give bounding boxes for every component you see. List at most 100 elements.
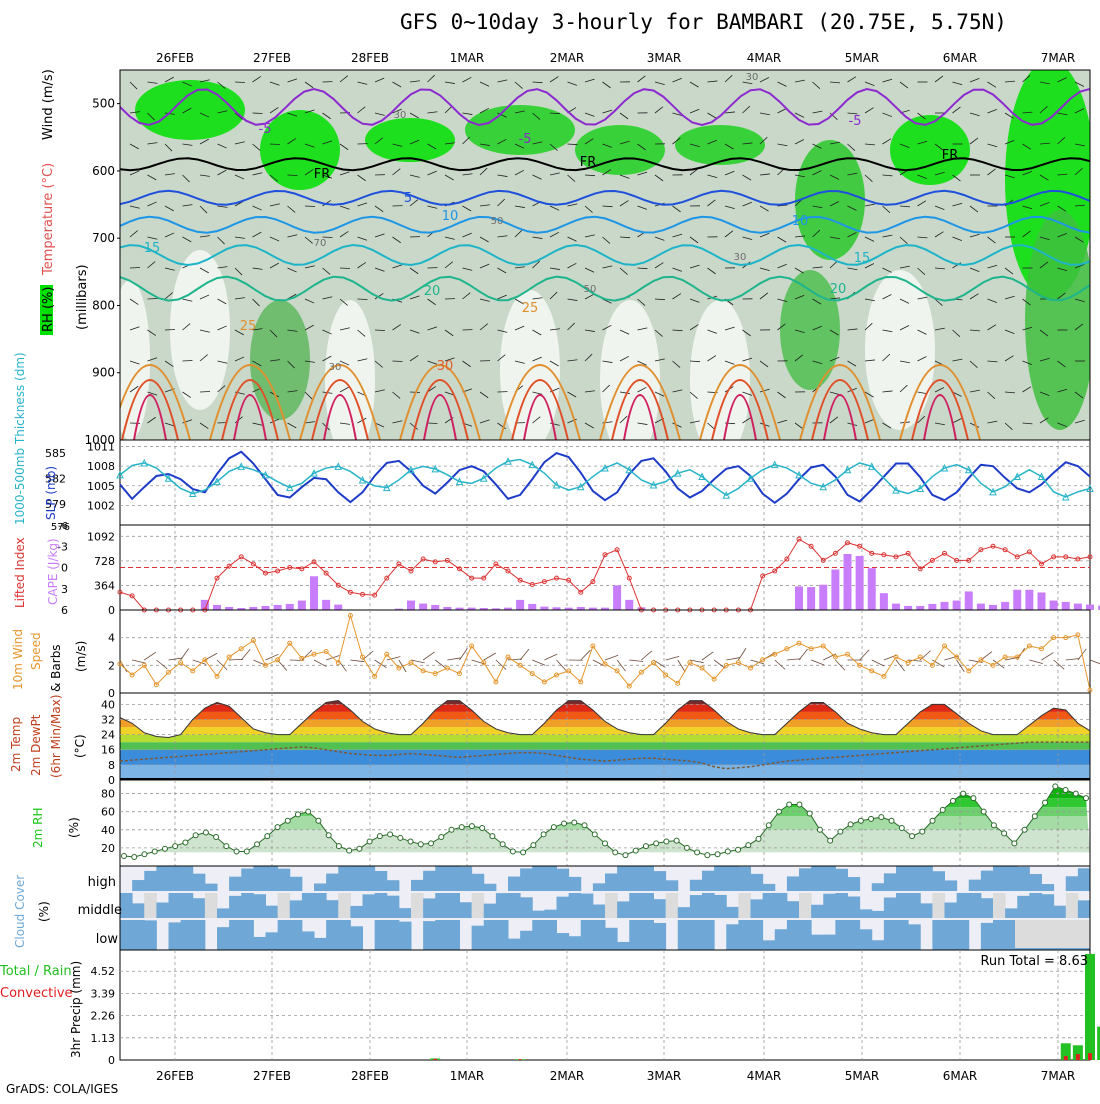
slp-tick: 1002	[87, 499, 115, 512]
cloud-cell	[920, 866, 933, 891]
rh2m-point	[265, 834, 270, 839]
cloud-cell	[472, 926, 485, 950]
rh2m-point	[336, 844, 341, 849]
rh2m-point	[879, 815, 884, 820]
cloud-cell	[993, 893, 1006, 918]
cloud-cell	[811, 866, 824, 891]
cape-bar	[989, 605, 997, 610]
cloud-cell	[132, 903, 145, 918]
precip-convective-bar	[1088, 1053, 1092, 1060]
rh2m-point	[531, 843, 536, 848]
slp-axis-label: SLP (mb)	[44, 466, 58, 520]
wind10m-barb	[423, 652, 434, 660]
precip-convective-bar	[518, 1059, 522, 1060]
cape-bar	[892, 604, 900, 610]
rh2m-point	[817, 827, 822, 832]
cape-bar	[844, 554, 852, 610]
cloud-cell	[884, 873, 897, 891]
cloud-cell	[860, 929, 873, 950]
precip-axis-label: 3hr Precip (mm)	[69, 961, 83, 1058]
thickness-tick: 585	[45, 447, 66, 460]
cape-bar	[322, 600, 330, 610]
date-label-top: 7MAR	[1041, 51, 1076, 65]
rh-label: 30	[746, 72, 759, 83]
cloud-cell	[193, 874, 206, 891]
cloud-cell	[375, 871, 388, 891]
cloud-cell	[823, 894, 836, 918]
wind10m-barb	[229, 659, 243, 660]
li-tick: 6	[61, 604, 68, 617]
cape-bar	[856, 556, 864, 610]
cloud-cell	[387, 880, 400, 891]
cloud-cell	[654, 899, 667, 918]
rh2m-point	[776, 809, 781, 814]
wind10m-frame	[120, 610, 1090, 693]
rh-dry-area	[865, 270, 935, 430]
precip-convective-bar	[433, 1059, 437, 1060]
cloud-cell	[945, 880, 958, 891]
wind-barb	[393, 361, 403, 362]
rh2m-point	[1022, 827, 1027, 832]
cloud-cell	[326, 874, 339, 891]
date-label-bottom: 1MAR	[450, 1069, 485, 1083]
wind10m-axis-label: & Barbs	[49, 644, 63, 692]
rh2m-point	[367, 839, 372, 844]
cape-bar	[1062, 602, 1070, 610]
cloud-cell	[266, 906, 279, 918]
cloud-cell	[872, 940, 885, 950]
cape-bar	[819, 585, 827, 610]
cloud-cell	[375, 920, 388, 950]
isotherm-label: 30	[437, 359, 454, 374]
cloud-cell	[435, 866, 448, 891]
slp-line	[120, 452, 1090, 503]
cloud-cell	[1017, 867, 1030, 891]
rh2m-point	[664, 839, 669, 844]
cloud-cell	[169, 866, 182, 891]
cloud-cell	[193, 898, 206, 918]
rh2m-point	[306, 809, 311, 814]
temp-band	[120, 742, 1090, 750]
cloud-cell	[981, 923, 994, 950]
rh2m-point	[797, 802, 802, 807]
cloud-cell	[775, 893, 788, 918]
wind10m-barb	[678, 660, 685, 672]
cape-bar	[1038, 592, 1046, 610]
cloud-cell	[435, 893, 448, 918]
cloud-cell	[205, 893, 218, 918]
cape-bar	[795, 586, 803, 610]
li-tick: 0	[61, 562, 68, 575]
cloud-cell	[411, 893, 424, 918]
date-label-bottom: 28FEB	[351, 1069, 389, 1083]
wind10m-barb	[1054, 660, 1065, 669]
cape-bar	[516, 600, 524, 610]
cloud-cell	[702, 920, 715, 950]
cloud-cell	[460, 902, 473, 918]
cloud-cell	[763, 893, 776, 918]
cloud-row-label-low: low	[96, 932, 119, 947]
temp-band	[120, 735, 1090, 743]
rh-tick: 60	[101, 806, 115, 819]
cloud-cell	[569, 936, 582, 950]
rh2m-point	[1032, 814, 1037, 819]
cape-tick: 1092	[87, 530, 115, 543]
cloud-cell	[726, 907, 739, 918]
cloud-cell	[278, 893, 291, 918]
cape-bar	[540, 607, 548, 610]
cloud-cell	[1005, 908, 1018, 918]
date-label-top: 3MAR	[647, 51, 682, 65]
cloud-cell	[363, 866, 376, 891]
rh2m-point	[152, 849, 157, 854]
cloud-cell	[241, 893, 254, 918]
cloud-cell	[181, 893, 194, 918]
date-label-bottom: 6MAR	[943, 1069, 978, 1083]
cloud-cell	[520, 931, 533, 950]
wind10m-barb	[447, 658, 461, 660]
rh2m-point	[746, 843, 751, 848]
pressure-tick: 600	[92, 164, 115, 178]
wind10m-speed-line	[120, 616, 1090, 691]
wind10m-barb	[484, 653, 496, 660]
wind10m-barb	[532, 660, 545, 665]
cloud-cell	[896, 866, 909, 891]
date-label-bottom: 27FEB	[253, 1069, 291, 1083]
cloud-cell	[447, 866, 460, 891]
